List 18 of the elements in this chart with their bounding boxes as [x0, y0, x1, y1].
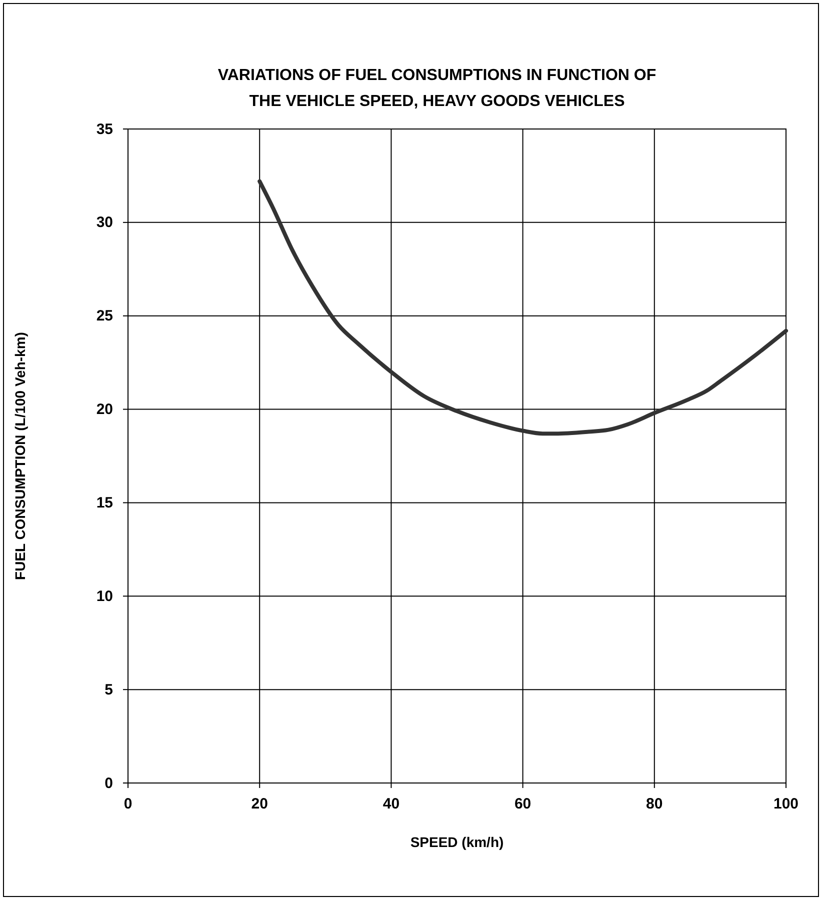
y-tick-label: 30 [96, 214, 113, 232]
line-series [258, 179, 788, 436]
y-tick-label: 15 [96, 494, 113, 512]
chart-title: VARIATIONS OF FUEL CONSUMPTIONS IN FUNCTION OF THE VEHICLE SPEED, HEAVY GOODS VEHICLES [218, 67, 656, 110]
y-tick-label: 10 [96, 588, 113, 605]
y-tick-label: 5 [104, 681, 113, 698]
y-tick-label: 20 [96, 401, 113, 418]
y-tick-label: 25 [96, 308, 113, 325]
x-tick-label: 20 [251, 796, 268, 813]
x-tick-label: 0 [124, 796, 132, 813]
x-tick-label: 80 [646, 796, 663, 813]
y-axis-title: FUEL CONSUMPTION (L/100 Veh-km) [12, 332, 28, 580]
x-axis-title: SPEED (km/h) [410, 834, 504, 850]
x-tick-label: 60 [514, 796, 532, 813]
y-tick-label: 35 [96, 120, 113, 138]
x-tick-label: 40 [382, 796, 400, 813]
y-tick-label: 0 [104, 774, 113, 792]
x-tick-label: 100 [773, 796, 799, 813]
